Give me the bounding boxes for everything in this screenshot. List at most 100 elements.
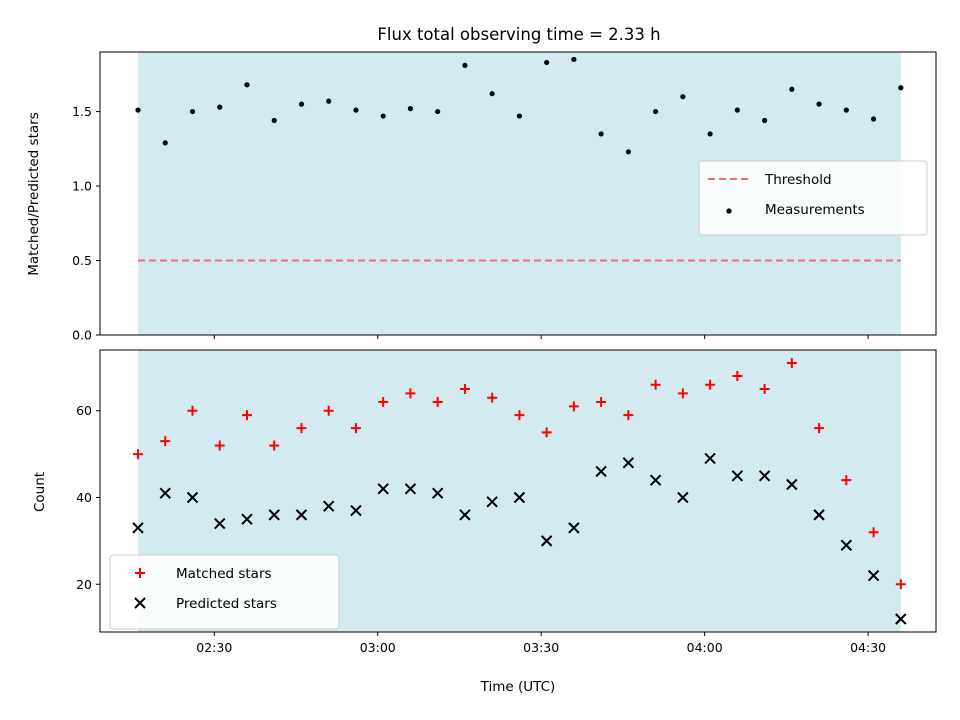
data-point [898, 85, 904, 91]
top-panel-ratio: 0.0 0.5 1.0 1.5 Threshold Measurements [72, 51, 937, 343]
legend-label: Threshold [764, 172, 832, 188]
axes-frame [99, 349, 937, 633]
data-point [789, 86, 795, 92]
y-tick-label: 0.5 [72, 253, 92, 268]
data-point-x [486, 496, 498, 508]
data-point [271, 117, 277, 124]
data-point [571, 56, 577, 63]
legend: Threshold Measurements [698, 160, 928, 236]
data-point-x [867, 569, 880, 582]
legend-swatch-x [134, 597, 146, 609]
data-point [189, 108, 196, 115]
data-point-plus [350, 423, 361, 434]
y-tick-label: 1.0 [72, 179, 92, 194]
data-point-x [758, 470, 771, 482]
legend-label: Measurements [765, 202, 865, 218]
data-point-x [540, 535, 553, 547]
data-point [489, 91, 495, 97]
data-point-x [459, 509, 471, 521]
data-point-plus [868, 527, 879, 538]
data-point [462, 62, 468, 69]
y-tick-label: 0.0 [72, 328, 92, 343]
chart-title: Flux total observing time = 2.33 h [377, 25, 660, 44]
data-point-plus [677, 388, 688, 399]
y-tick-label: 1.5 [72, 104, 92, 119]
data-point-x [595, 465, 607, 478]
legend: Matched stars Predicted stars [109, 554, 340, 630]
data-point-plus [814, 423, 825, 434]
data-point-plus [541, 427, 552, 438]
data-point-plus [432, 397, 443, 408]
y-tick-label: 20 [76, 577, 92, 592]
legend-box [698, 160, 928, 236]
data-point [353, 107, 359, 113]
data-point-x [350, 504, 362, 517]
data-point [707, 131, 713, 137]
legend-swatch-dot [726, 208, 732, 214]
data-point-x [840, 539, 853, 551]
data-point-plus [405, 388, 416, 399]
data-point [326, 98, 332, 104]
data-point-x [649, 474, 662, 486]
axes-frame [99, 51, 937, 336]
data-point-plus [269, 440, 280, 451]
data-point [407, 106, 414, 112]
data-point [298, 101, 305, 107]
data-point-x [731, 470, 744, 482]
data-point-plus [459, 384, 470, 395]
series-measurements [135, 56, 904, 155]
data-point-plus [133, 449, 143, 460]
data-point [544, 59, 550, 66]
data-point-plus [596, 397, 607, 408]
data-point-x [786, 478, 798, 491]
data-point-x [813, 509, 825, 521]
data-point-x [268, 509, 280, 521]
data-point-x [568, 522, 580, 534]
data-point [598, 131, 604, 137]
data-point-x [377, 483, 389, 495]
data-point [217, 104, 223, 110]
data-point-x [132, 522, 144, 534]
data-point [625, 149, 631, 155]
data-point [734, 107, 740, 113]
x-tick-label: 04:30 [850, 640, 886, 655]
data-point-plus [895, 579, 906, 590]
series-matched-stars [133, 358, 906, 590]
data-point [244, 82, 250, 88]
data-point-x [295, 509, 308, 521]
data-point-x [404, 483, 417, 495]
y-tick-label: 60 [76, 403, 92, 418]
data-point-x [186, 491, 199, 504]
data-point-x [159, 487, 171, 499]
legend-label: Matched stars [176, 566, 272, 582]
data-point [135, 107, 141, 113]
data-point [516, 113, 523, 119]
data-point-x [322, 500, 335, 512]
x-tick-label: 03:00 [360, 640, 396, 655]
data-point-x [704, 452, 716, 465]
data-point [680, 94, 686, 100]
data-point-plus [514, 410, 525, 421]
y-axis-label-top: Matched/Predicted stars [26, 112, 42, 275]
data-point [162, 140, 168, 146]
data-point-plus [323, 405, 334, 416]
data-point-plus [650, 379, 661, 390]
data-point-plus [296, 423, 307, 434]
y-tick-label: 40 [76, 490, 92, 505]
data-point [870, 116, 877, 122]
x-tick-label: 04:00 [687, 640, 723, 655]
data-point-x [677, 491, 689, 504]
data-point [761, 117, 768, 124]
data-point-x [622, 457, 635, 469]
x-tick-label: 03:30 [523, 640, 559, 655]
data-point-plus [623, 410, 634, 421]
data-point [435, 108, 441, 115]
data-point [843, 107, 849, 113]
data-point-x [513, 491, 526, 504]
data-point-plus [487, 392, 498, 403]
data-point-x [431, 487, 444, 499]
data-point [380, 113, 386, 119]
data-point [816, 101, 822, 107]
data-point-x [214, 517, 226, 530]
